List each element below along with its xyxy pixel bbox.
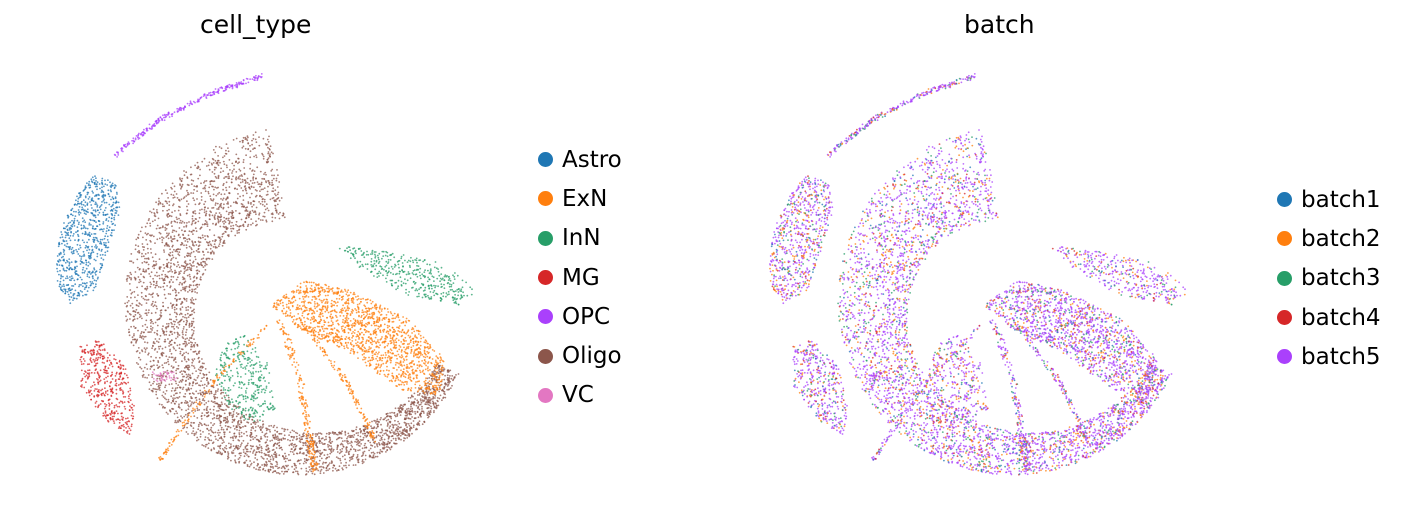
legend-label: ExN xyxy=(562,185,608,212)
panel-title: cell_type xyxy=(200,10,312,39)
legend-item: ExN xyxy=(538,179,622,218)
legend-label: Oligo xyxy=(562,343,622,370)
umap-scatter-cell-type xyxy=(56,73,473,476)
legend-label: batch2 xyxy=(1301,225,1381,252)
legend-marker xyxy=(538,230,553,246)
legend: batch1 batch2 batch3 batch4 batch5 xyxy=(1277,180,1381,376)
legend-label: OPC xyxy=(562,303,611,330)
legend-marker xyxy=(538,348,553,364)
legend-marker xyxy=(538,309,553,325)
legend-marker xyxy=(538,270,553,286)
legend-label: Astro xyxy=(562,146,622,173)
legend-item: batch3 xyxy=(1277,259,1381,298)
legend-marker xyxy=(538,191,553,207)
legend-label: VC xyxy=(562,382,594,409)
panel-title: batch xyxy=(964,10,1035,39)
legend-item: InN xyxy=(538,219,622,258)
legend-label: batch4 xyxy=(1301,304,1381,331)
legend-marker xyxy=(538,387,553,403)
legend-label: InN xyxy=(562,225,601,252)
legend-marker xyxy=(1277,231,1292,247)
legend-item: Oligo xyxy=(538,336,622,375)
legend: Astro ExN InN MG OPC Oligo VC xyxy=(538,140,622,415)
legend-item: batch1 xyxy=(1277,180,1381,219)
cell-points xyxy=(769,73,1186,476)
legend-item: batch5 xyxy=(1277,337,1381,376)
cell-points xyxy=(56,73,473,476)
legend-marker xyxy=(1277,192,1292,208)
legend-item: batch4 xyxy=(1277,298,1381,337)
legend-label: batch3 xyxy=(1301,265,1381,292)
legend-marker xyxy=(1277,349,1292,365)
legend-item: OPC xyxy=(538,297,622,336)
legend-item: MG xyxy=(538,258,622,297)
legend-label: batch5 xyxy=(1301,343,1381,370)
legend-item: Astro xyxy=(538,140,622,179)
legend-marker xyxy=(1277,270,1292,286)
umap-panel-batch: batch batch1 batch2 batch3 batch4 batch5 xyxy=(710,0,1420,526)
legend-marker xyxy=(1277,310,1292,326)
legend-label: batch1 xyxy=(1301,186,1381,213)
legend-item: batch2 xyxy=(1277,219,1381,258)
umap-panel-cell-type: cell_type Astro ExN InN MG OPC Oligo VC xyxy=(56,10,622,476)
legend-marker xyxy=(538,152,553,168)
legend-label: MG xyxy=(562,264,600,291)
legend-item: VC xyxy=(538,376,622,415)
umap-scatter-batch xyxy=(769,73,1186,476)
